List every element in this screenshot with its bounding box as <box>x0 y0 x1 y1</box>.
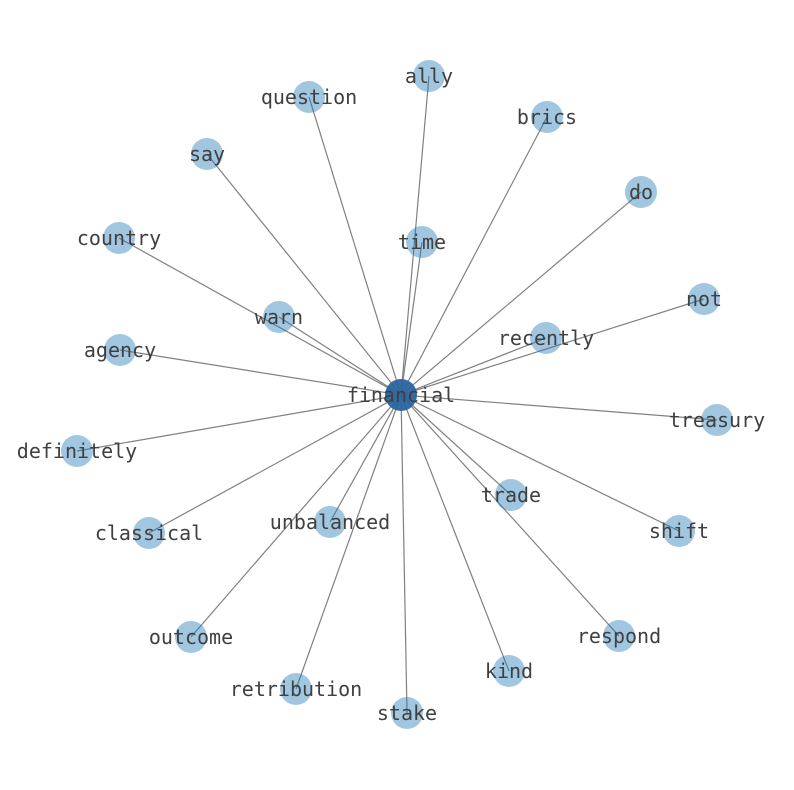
node-brics[interactable] <box>531 101 563 133</box>
edge-financial-classical <box>148 394 402 534</box>
node-time[interactable] <box>406 226 438 258</box>
edge-financial-say <box>206 153 402 396</box>
node-label-kind: kind <box>485 659 533 683</box>
node-label-retribution: retribution <box>230 677 362 701</box>
node-label-respond: respond <box>577 624 661 648</box>
edge-financial-not <box>400 298 705 396</box>
edge-financial-outcome <box>190 394 402 638</box>
node-unbalanced[interactable] <box>314 506 346 538</box>
node-treasury[interactable] <box>701 404 733 436</box>
edge-financial-time <box>400 241 423 396</box>
node-label-brics: brics <box>517 105 577 129</box>
node-label-question: question <box>261 85 357 109</box>
edge-financial-do <box>400 191 642 396</box>
node-classical[interactable] <box>133 517 165 549</box>
node-label-outcome: outcome <box>149 625 233 649</box>
node-label-say: say <box>189 142 225 166</box>
node-label-warn: warn <box>255 305 303 329</box>
node-country[interactable] <box>103 222 135 254</box>
node-label-stake: stake <box>377 701 437 725</box>
edge-financial-trade <box>400 394 512 496</box>
node-not[interactable] <box>688 283 720 315</box>
node-label-country: country <box>77 226 161 250</box>
edge-financial-brics <box>400 116 548 396</box>
node-kind[interactable] <box>493 655 525 687</box>
edge-financial-agency <box>119 349 402 396</box>
node-label-recently: recently <box>498 326 594 350</box>
node-question[interactable] <box>293 81 325 113</box>
node-label-do: do <box>629 180 653 204</box>
node-definitely[interactable] <box>61 435 93 467</box>
node-outcome[interactable] <box>175 621 207 653</box>
edge-financial-recently <box>400 337 547 396</box>
node-say[interactable] <box>191 138 223 170</box>
edge-financial-treasury <box>400 394 718 421</box>
node-label-classical: classical <box>95 521 203 545</box>
node-label-not: not <box>686 287 722 311</box>
edge-financial-definitely <box>76 394 402 452</box>
edge-financial-question <box>308 96 402 396</box>
node-warn[interactable] <box>263 301 295 333</box>
edge-financial-respond <box>400 394 620 637</box>
node-label-shift: shift <box>649 519 709 543</box>
edge-financial-country <box>118 237 402 396</box>
node-shift[interactable] <box>663 515 695 547</box>
node-label-ally: ally <box>405 64 453 88</box>
node-agency[interactable] <box>104 334 136 366</box>
node-do[interactable] <box>625 176 657 208</box>
node-label-unbalanced: unbalanced <box>270 510 390 534</box>
node-financial[interactable] <box>385 379 417 411</box>
edge-financial-unbalanced <box>329 394 402 523</box>
edge-financial-warn <box>278 316 402 396</box>
node-stake[interactable] <box>391 697 423 729</box>
edge-financial-stake <box>400 394 408 714</box>
node-trade[interactable] <box>495 479 527 511</box>
node-retribution[interactable] <box>280 673 312 705</box>
node-label-trade: trade <box>481 483 541 507</box>
node-label-definitely: definitely <box>17 439 137 463</box>
node-label-time: time <box>398 230 446 254</box>
node-respond[interactable] <box>603 620 635 652</box>
node-label-treasury: treasury <box>669 408 765 432</box>
node-ally[interactable] <box>413 60 445 92</box>
edge-financial-ally <box>400 75 430 396</box>
edge-financial-kind <box>400 394 510 672</box>
edge-financial-retribution <box>295 394 402 690</box>
node-label-financial: financial <box>347 383 455 407</box>
edge-financial-shift <box>400 394 680 532</box>
node-recently[interactable] <box>530 322 562 354</box>
node-label-agency: agency <box>84 338 156 362</box>
